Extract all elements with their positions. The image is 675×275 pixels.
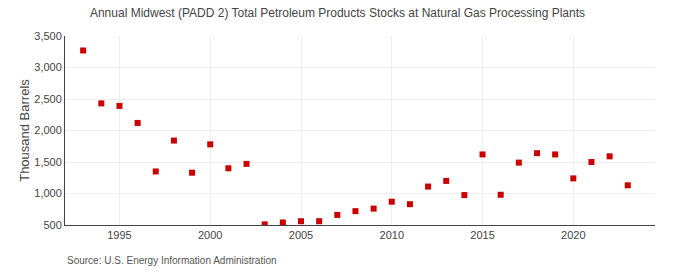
svg-text:1995: 1995 <box>107 229 131 241</box>
svg-text:Source: U.S. Energy Informatio: Source: U.S. Energy Information Administ… <box>67 255 277 266</box>
svg-text:2,500: 2,500 <box>34 93 62 105</box>
svg-text:3,500: 3,500 <box>34 30 62 42</box>
svg-text:2005: 2005 <box>289 229 313 241</box>
svg-text:Annual Midwest (PADD 2) Total: Annual Midwest (PADD 2) Total Petroleum … <box>90 6 585 20</box>
svg-text:2015: 2015 <box>470 229 494 241</box>
svg-text:2020: 2020 <box>561 229 585 241</box>
svg-text:Thousand Barrels: Thousand Barrels <box>17 79 32 182</box>
svg-text:2010: 2010 <box>380 229 404 241</box>
svg-text:2000: 2000 <box>198 229 222 241</box>
svg-text:1,000: 1,000 <box>34 187 62 199</box>
svg-text:1,500: 1,500 <box>34 156 62 168</box>
svg-text:500: 500 <box>43 219 61 231</box>
svg-text:2,000: 2,000 <box>34 124 62 136</box>
svg-text:3,000: 3,000 <box>34 61 62 73</box>
